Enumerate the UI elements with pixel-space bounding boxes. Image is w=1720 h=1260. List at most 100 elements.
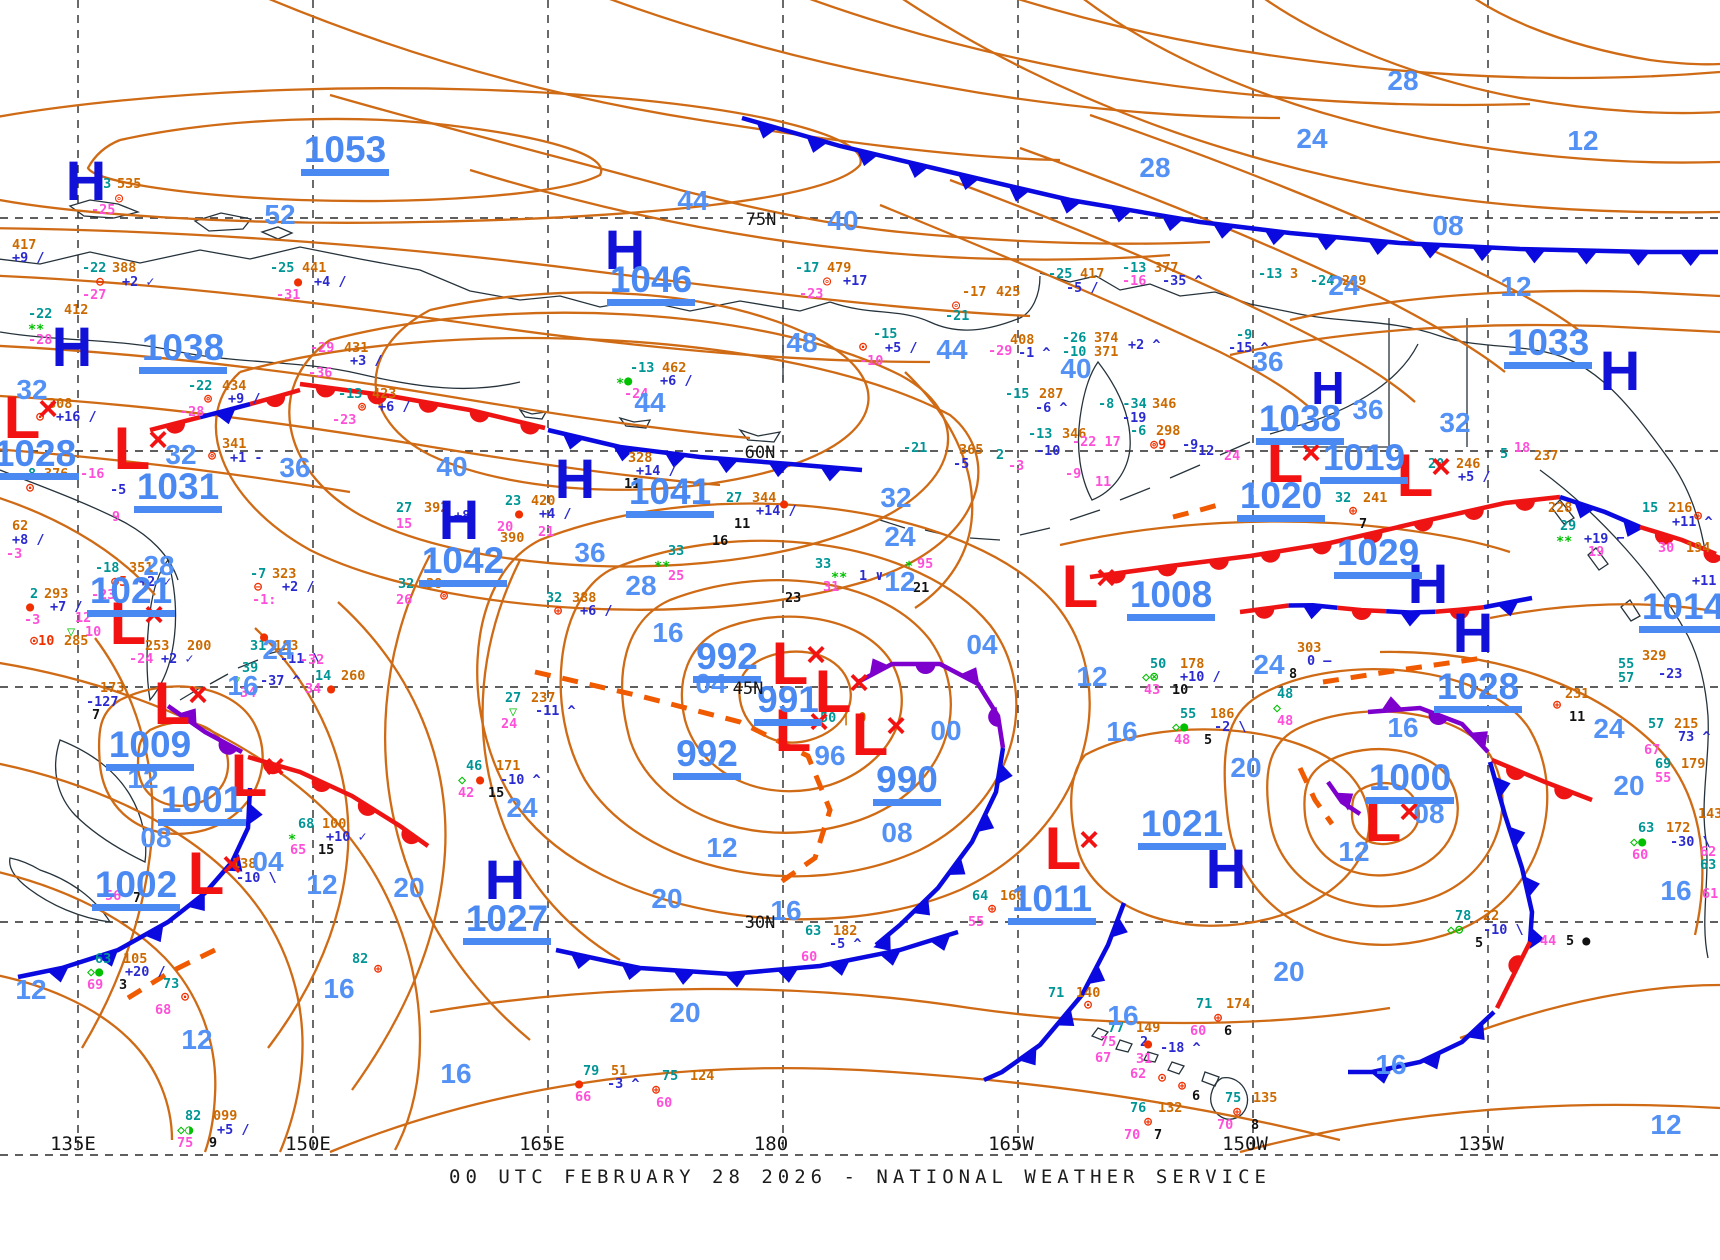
station-plot-text: 33 — [815, 556, 831, 572]
station-plot-text: 75 — [1100, 1034, 1116, 1050]
station-plot-text: 60 — [801, 949, 817, 965]
isobar — [680, 615, 903, 793]
coastline — [0, 469, 179, 581]
map-caption: 00 UTC FEBRUARY 28 2026 - NATIONAL WEATH… — [449, 1166, 1271, 1188]
station-plot-text: +2 ✓ — [122, 274, 155, 290]
station-plot-text: 132 — [1158, 1100, 1182, 1116]
high-symbol: H — [605, 218, 645, 281]
station-plot-text: 56 — [105, 888, 121, 904]
front-line — [1639, 524, 1717, 557]
front-semicircle — [1311, 542, 1332, 555]
coastline — [1289, 343, 1419, 429]
pressure-value: 1038 — [1259, 398, 1341, 439]
station-plot-text: 390 — [500, 530, 524, 546]
pressure-underline — [1237, 515, 1325, 522]
station-plot-text: 32 — [546, 590, 562, 606]
front-semicircle — [218, 739, 238, 755]
station-plot-text: +10 / — [1180, 669, 1221, 685]
station-plot-text: 82 — [185, 1108, 201, 1124]
isobar — [1070, 728, 1371, 927]
station-plot-text: ⊕ — [1694, 508, 1702, 524]
station-plot-text: -13 — [1258, 266, 1282, 282]
station-plot-text: 7 — [92, 707, 100, 723]
station-plot-text: +4 / — [539, 506, 572, 522]
station-plot-text: -24 — [624, 386, 648, 402]
front-semicircle — [915, 664, 936, 674]
coastline — [1201, 1071, 1220, 1087]
station-plot-text: ● — [575, 1076, 584, 1092]
isobar-label: 16 — [1106, 716, 1137, 747]
pressure-underline — [1504, 362, 1592, 369]
station-plot-text: 3 — [119, 977, 127, 993]
station-plot-text: 3 — [1290, 266, 1298, 282]
station-plot-text: 31 — [1136, 1051, 1152, 1067]
isobar-label: 16 — [1660, 875, 1691, 906]
station-plot-text: 417 — [12, 237, 36, 253]
station-plot-text: 140 — [1076, 985, 1100, 1001]
front-triangle — [1494, 776, 1511, 798]
station-plot-text: ⊕ — [1553, 697, 1561, 713]
station-plot-text: 100 — [322, 816, 346, 832]
station-plot-text: 67 — [1095, 1050, 1111, 1066]
station-plot-text: ⊕ — [988, 901, 996, 917]
coastline — [618, 416, 652, 429]
coastline — [179, 647, 291, 701]
station-plot-text: 412 — [64, 302, 88, 318]
station-plot-text: ⊙ — [181, 989, 189, 1005]
station-plot-text: +5 / — [885, 340, 918, 356]
front-triangle — [879, 949, 901, 966]
pressure-value: 1014 — [1642, 586, 1720, 627]
station-plot-text: 178 — [1180, 656, 1204, 672]
station-plot-text: ● — [1144, 1036, 1153, 1052]
station-plot-text: +7 / — [50, 599, 83, 615]
front-semicircle — [520, 422, 540, 435]
front-semicircle — [1654, 531, 1675, 545]
station-plot-text: ⊖ — [254, 579, 262, 595]
pressure-value: 1021 — [90, 570, 172, 611]
front-triangle — [820, 466, 842, 482]
station-plot-text: -3 — [1008, 458, 1024, 474]
isobar-label: 16 — [770, 895, 801, 926]
station-plot-text: 135 — [1253, 1090, 1277, 1106]
station-plot-text: 57 — [1648, 716, 1664, 732]
front-semicircle — [1428, 711, 1448, 726]
coastline — [260, 226, 294, 240]
station-plot-text: ⊕ — [1233, 1104, 1241, 1120]
coastline — [1143, 1051, 1159, 1063]
station-plot-text: -18 ^ — [1160, 1040, 1201, 1056]
isobar — [0, 227, 1031, 318]
station-plot-text: 60 — [656, 1095, 672, 1111]
front-triangle — [869, 658, 889, 676]
isobar — [1266, 710, 1504, 908]
station-plot-text: 138 — [232, 856, 256, 872]
station-plot-text: +11 ^ — [1672, 514, 1713, 530]
front-semicircle — [1157, 565, 1178, 577]
station-plot-text: 21 — [538, 524, 554, 540]
station-plot-text: 308 — [48, 396, 72, 412]
coastline — [1090, 1027, 1110, 1041]
station-plot-text: 174 — [1226, 996, 1250, 1012]
station-plot-text: -11 ^ — [535, 703, 576, 719]
isobar-label: 44 — [936, 334, 968, 365]
front-semicircle — [401, 828, 420, 845]
station-plot-text: 24 — [501, 716, 517, 732]
pressure-underline — [92, 904, 180, 911]
pressure-underline — [1334, 572, 1422, 579]
station-plot-text: ⊕ — [554, 603, 562, 619]
station-plot-text: +17 — [843, 273, 867, 289]
coastline — [1551, 499, 1575, 525]
station-plot-text: 75 — [1225, 1090, 1241, 1106]
station-plot-text: -23 — [1658, 666, 1682, 682]
front-triangle — [664, 452, 687, 468]
station-plot-text: 5 — [1475, 935, 1483, 951]
front-triangle — [1301, 604, 1324, 620]
front-triangle — [1627, 251, 1650, 266]
isobar-label: 12 — [15, 974, 46, 1005]
station-plot-text: 51 — [611, 1063, 627, 1079]
station-plot-text: 099 — [213, 1108, 237, 1124]
station-plot-text: ⊚ — [204, 391, 212, 407]
pressure-underline — [463, 938, 551, 945]
station-plot-text: 67 — [1644, 742, 1660, 758]
station-plot-text: +14 / — [636, 463, 677, 479]
